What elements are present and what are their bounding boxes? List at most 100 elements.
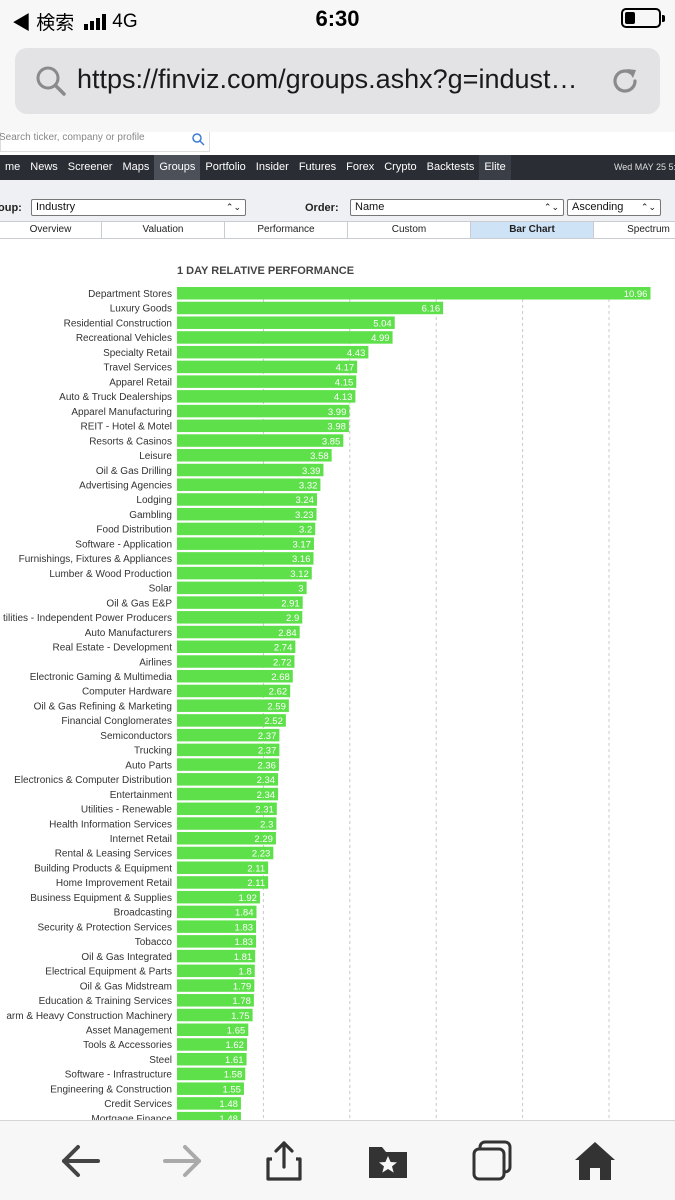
bar[interactable] (177, 802, 277, 816)
bar[interactable] (177, 949, 256, 963)
tab-performance[interactable]: Performance (225, 222, 348, 238)
bar[interactable] (177, 684, 291, 698)
reload-icon[interactable] (608, 64, 642, 98)
bar[interactable] (177, 360, 358, 374)
bar[interactable] (177, 832, 276, 845)
bar[interactable] (177, 1038, 247, 1051)
nav-portfolio[interactable]: Portfolio (205, 161, 246, 173)
bar[interactable] (177, 714, 286, 727)
nav-screener[interactable]: Screener (67, 161, 113, 173)
order-select[interactable]: Name ⌃⌄ (350, 199, 564, 216)
bar[interactable] (177, 640, 296, 654)
nav-news[interactable]: News (30, 161, 58, 173)
bar[interactable] (177, 478, 321, 491)
bar[interactable] (177, 331, 393, 344)
tab-bar-chart[interactable]: Bar Chart (471, 222, 594, 238)
nav-home[interactable]: me (5, 161, 21, 173)
bar[interactable] (177, 434, 344, 447)
category-label: Luxury Goods (110, 304, 172, 315)
bar[interactable] (177, 287, 651, 300)
bar[interactable] (177, 920, 257, 933)
nav-forex[interactable]: Forex (346, 161, 375, 173)
bookmarks-icon[interactable] (366, 1139, 410, 1183)
back-arrow-icon[interactable] (58, 1139, 102, 1183)
bar[interactable] (177, 817, 277, 830)
bar[interactable] (177, 935, 257, 948)
bar[interactable] (177, 522, 316, 536)
bar[interactable] (177, 463, 324, 477)
value-label: 1.55 (222, 1084, 241, 1095)
order-select-value: Name (355, 201, 385, 213)
bar[interactable] (177, 787, 279, 801)
bar[interactable] (177, 846, 274, 860)
bar[interactable] (177, 1082, 244, 1095)
bar[interactable] (177, 876, 269, 889)
tab-overview[interactable]: Overview (0, 222, 102, 238)
bar[interactable] (177, 390, 356, 403)
tab-valuation[interactable]: Valuation (102, 222, 225, 238)
value-label: 10.96 (624, 289, 648, 300)
bar[interactable] (177, 625, 300, 639)
bar[interactable] (177, 611, 303, 624)
tabs-icon[interactable] (470, 1139, 514, 1183)
bar[interactable] (177, 994, 254, 1007)
bar[interactable] (177, 758, 279, 771)
nav-insider[interactable]: Insider (255, 161, 289, 173)
bar[interactable] (177, 743, 280, 757)
bar[interactable] (177, 493, 317, 506)
nav-crypto[interactable]: Crypto (384, 161, 417, 173)
bar[interactable] (177, 419, 349, 433)
value-label: 3.99 (328, 407, 347, 418)
bar[interactable] (177, 964, 255, 978)
value-label: 2.62 (269, 687, 288, 698)
bar[interactable] (177, 449, 332, 462)
bar[interactable] (177, 552, 314, 565)
bar[interactable] (177, 728, 280, 742)
back-to-app-link[interactable]: ◀ 検索 (12, 13, 75, 34)
bar[interactable] (177, 1067, 246, 1081)
bar[interactable] (177, 596, 303, 609)
direction-select[interactable]: Ascending ⌃⌄ (567, 199, 661, 216)
category-label: Food Distribution (96, 525, 172, 536)
bar[interactable] (177, 345, 369, 359)
bar[interactable] (177, 979, 255, 992)
bar[interactable] (177, 404, 350, 418)
bar[interactable] (177, 537, 314, 550)
bar[interactable] (177, 316, 395, 329)
category-label: Business Equipment & Supplies (30, 893, 172, 904)
url-text[interactable]: https://finviz.com/groups.ashx?g=indust… (77, 64, 578, 94)
group-select[interactable]: Industry ⌃⌄ (31, 199, 246, 216)
bar[interactable] (177, 655, 295, 668)
tab-custom[interactable]: Custom (348, 222, 471, 238)
nav-maps[interactable]: Maps (122, 161, 150, 173)
bar[interactable] (177, 773, 279, 786)
bar[interactable] (177, 905, 257, 919)
share-icon[interactable] (262, 1139, 306, 1183)
category-label: Oil & Gas Drilling (96, 466, 172, 477)
bar[interactable] (177, 890, 260, 904)
bar[interactable] (177, 375, 357, 388)
bar[interactable] (177, 1008, 253, 1022)
forward-arrow-icon[interactable] (161, 1139, 205, 1183)
nav-elite[interactable]: Elite (479, 155, 511, 180)
bar[interactable] (177, 861, 269, 874)
address-bar[interactable]: https://finviz.com/groups.ashx?g=indust… (15, 48, 660, 114)
bar[interactable] (177, 1023, 249, 1037)
bar[interactable] (177, 507, 317, 521)
nav-groups[interactable]: Groups (154, 155, 201, 180)
tab-spectrum[interactable]: Spectrum (594, 222, 675, 238)
bar[interactable] (177, 566, 312, 580)
bar[interactable] (177, 1097, 241, 1110)
bar[interactable] (177, 699, 289, 712)
nav-backtests[interactable]: Backtests (426, 161, 475, 173)
bar[interactable] (177, 669, 293, 683)
nav-futures[interactable]: Futures (298, 161, 337, 173)
bar[interactable] (177, 1052, 247, 1066)
home-icon[interactable] (573, 1139, 617, 1183)
bar[interactable] (177, 581, 307, 595)
category-label: arm & Heavy Construction Machinery (6, 1011, 172, 1022)
ticker-search-input[interactable]: Search ticker, company or profile (0, 132, 210, 152)
ticker-search-icon[interactable] (191, 132, 205, 146)
bar[interactable] (177, 1111, 241, 1120)
bar[interactable] (177, 301, 444, 315)
